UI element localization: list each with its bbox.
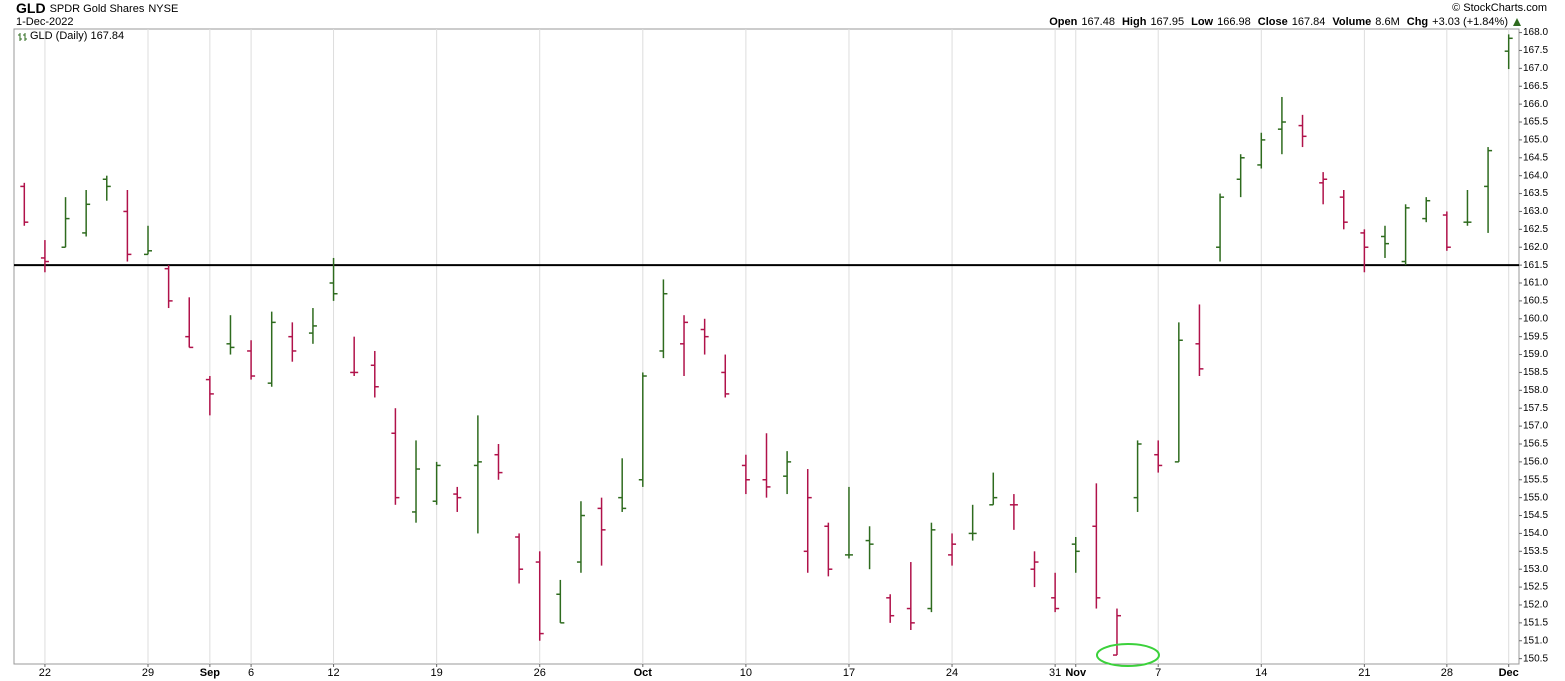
y-tick-label: 158.0 [1523, 385, 1548, 396]
y-tick-label: 160.5 [1523, 296, 1548, 307]
y-tick-label: 163.0 [1523, 206, 1548, 217]
x-tick-label: Oct [634, 667, 653, 679]
stat-value: 167.48 [1081, 16, 1115, 28]
y-tick-label: 164.5 [1523, 152, 1548, 163]
stat-label: Low [1191, 16, 1213, 28]
x-tick-label: 10 [740, 667, 752, 679]
low-marker [1095, 643, 1160, 668]
legend-icon [18, 33, 27, 41]
x-tick-label: 12 [327, 667, 339, 679]
x-tick-label: 14 [1255, 667, 1267, 679]
y-tick-label: 151.0 [1523, 635, 1548, 646]
legend-entry: GLD (Daily) 167.84 [30, 30, 124, 42]
y-tick-label: 154.5 [1523, 510, 1548, 521]
x-tick-label: 21 [1358, 667, 1370, 679]
y-tick-label: 155.0 [1523, 492, 1548, 503]
y-tick-label: 165.5 [1523, 117, 1548, 128]
x-tick-label: 28 [1441, 667, 1453, 679]
exchange: NYSE [148, 3, 178, 15]
y-tick-label: 152.5 [1523, 582, 1548, 593]
x-tick-label: 17 [843, 667, 855, 679]
copyright: © StockCharts.com [1452, 2, 1547, 14]
y-tick-label: 151.5 [1523, 617, 1548, 628]
x-tick-label: 6 [248, 667, 254, 679]
stat-value: 166.98 [1217, 16, 1251, 28]
x-tick-label: 31 [1049, 667, 1061, 679]
x-tick-label: Sep [200, 667, 220, 679]
stat-value: +3.03 (+1.84%) [1432, 16, 1508, 28]
y-tick-label: 155.5 [1523, 474, 1548, 485]
y-tick-label: 150.5 [1523, 653, 1548, 664]
up-arrow [1513, 18, 1521, 26]
y-tick-label: 161.0 [1523, 278, 1548, 289]
x-tick-label: 29 [142, 667, 154, 679]
x-tick-label: 24 [946, 667, 958, 679]
y-tick-label: 159.0 [1523, 349, 1548, 360]
stat-value: 167.84 [1292, 16, 1326, 28]
y-tick-label: 163.5 [1523, 188, 1548, 199]
y-tick-label: 153.0 [1523, 564, 1548, 575]
stat-label: Open [1049, 16, 1077, 28]
y-tick-label: 152.0 [1523, 600, 1548, 611]
stat-label: Chg [1407, 16, 1428, 28]
y-tick-label: 160.0 [1523, 313, 1548, 324]
stats: Open 167.48 High 167.95 Low 166.98 Close 167.84… [1049, 16, 1508, 28]
x-tick-label: 22 [39, 667, 51, 679]
y-tick-label: 167.0 [1523, 63, 1548, 74]
y-tick-label: 164.0 [1523, 170, 1548, 181]
y-tick-label: 161.5 [1523, 260, 1548, 271]
y-tick-label: 154.0 [1523, 528, 1548, 539]
y-tick-label: 168.0 [1523, 27, 1548, 38]
y-tick-label: 158.5 [1523, 367, 1548, 378]
security-name: SPDR Gold Shares [50, 3, 145, 15]
x-tick-label: 26 [534, 667, 546, 679]
y-tick-label: 166.0 [1523, 99, 1548, 110]
y-tick-label: 162.0 [1523, 242, 1548, 253]
x-tick-label: Nov [1065, 667, 1087, 679]
stat-label: High [1122, 16, 1147, 28]
symbol: GLD [16, 0, 46, 16]
date: 1-Dec-2022 [16, 16, 73, 28]
x-tick-label: 7 [1155, 667, 1161, 679]
y-tick-label: 167.5 [1523, 45, 1548, 56]
plot-frame [13, 28, 1520, 665]
y-tick-label: 159.5 [1523, 331, 1548, 342]
y-tick-label: 162.5 [1523, 224, 1548, 235]
y-tick-label: 156.5 [1523, 439, 1548, 450]
y-tick-label: 156.0 [1523, 457, 1548, 468]
y-tick-label: 166.5 [1523, 81, 1548, 92]
y-tick-label: 165.0 [1523, 135, 1548, 146]
x-tick-label: 19 [431, 667, 443, 679]
stat-label: Close [1258, 16, 1288, 28]
y-tick-label: 157.5 [1523, 403, 1548, 414]
stat-value: 167.95 [1150, 16, 1184, 28]
y-tick-label: 153.5 [1523, 546, 1548, 557]
header-title: GLD SPDR Gold Shares NYSE [16, 0, 178, 16]
stat-label: Volume [1332, 16, 1371, 28]
x-tick-label: Dec [1499, 667, 1519, 679]
stat-value: 8.6M [1375, 16, 1399, 28]
y-tick-label: 157.0 [1523, 421, 1548, 432]
